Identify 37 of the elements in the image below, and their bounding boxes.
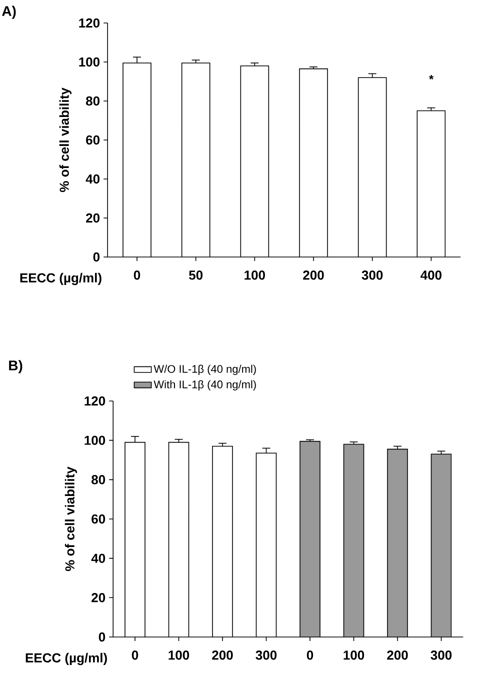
y-tick-label: 60 (86, 135, 100, 145)
y-tick-label: 100 (84, 436, 106, 445)
x-axis-title: EECC (µg/ml) (20, 272, 102, 286)
y-tick-label: 0 (93, 252, 100, 262)
y-tick-label: 40 (86, 174, 100, 184)
legend-label: W/O IL-1β (40 ng/ml) (154, 364, 256, 376)
x-axis-title: EECC (µg/ml) (26, 652, 107, 666)
x-tick-label: 100 (244, 270, 265, 280)
x-tick-label: 0 (306, 650, 314, 660)
x-tick-label: 400 (420, 270, 442, 280)
chart-title: A) (2, 6, 16, 19)
y-axis-title: % of cell viability (59, 88, 72, 192)
y-tick-label: 100 (79, 57, 100, 67)
x-tick-label: 300 (362, 270, 383, 280)
x-tick-label: 300 (430, 650, 452, 660)
x-tick-label: 300 (256, 650, 277, 660)
x-tick-label: 0 (132, 650, 138, 660)
legend-label: With IL-1β (40 ng/ml) (154, 380, 256, 390)
y-tick-label: 80 (86, 96, 100, 106)
y-tick-label: 20 (86, 213, 100, 223)
y-tick-label: 20 (92, 593, 106, 602)
x-tick-label: 100 (168, 650, 190, 660)
y-tick-label: 0 (98, 632, 106, 642)
chart-title: B) (9, 360, 22, 374)
x-tick-label: 100 (344, 650, 364, 660)
y-tick-label: 40 (91, 554, 106, 563)
x-tick-label: 0 (134, 270, 140, 280)
y-tick-label: 120 (79, 18, 100, 28)
x-tick-label: 200 (212, 650, 233, 660)
x-tick-label: 200 (303, 270, 324, 280)
x-tick-label: 200 (387, 650, 408, 660)
y-axis-title: % of cell viability (64, 466, 78, 572)
annotation: * (428, 75, 434, 80)
y-tick-label: 60 (92, 514, 106, 524)
y-tick-label: 120 (84, 396, 106, 406)
y-tick-label: 80 (92, 475, 106, 484)
x-tick-label: 50 (189, 270, 203, 280)
